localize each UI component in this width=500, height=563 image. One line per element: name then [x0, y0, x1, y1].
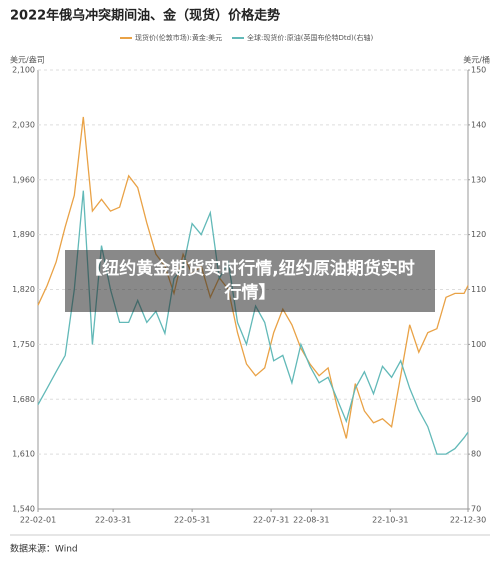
line-series [37, 116, 469, 439]
y-tick-label: 1,960 [12, 175, 35, 184]
y-tick-label: 1,540 [12, 505, 35, 514]
y-tick-label: 1,610 [12, 450, 35, 459]
legend-label: 全球:现货价:原油(英国布伦特Dtd)(右轴) [247, 33, 373, 42]
y-tick-label: 2,100 [12, 66, 35, 75]
line-series [37, 190, 469, 455]
y2-tick-label: 120 [471, 230, 486, 239]
y-tick-label: 1,890 [12, 230, 35, 239]
y2-tick-label: 90 [471, 395, 481, 404]
x-tick-label: 22-03-31 [95, 516, 131, 525]
x-tick-label: 22-02-01 [20, 516, 56, 525]
x-tick-label: 22-12-30 [450, 516, 486, 525]
y-tick-label: 1,820 [12, 285, 35, 294]
x-tick-label: 22-08-31 [293, 516, 329, 525]
y2-tick-label: 150 [471, 66, 486, 75]
y-tick-label: 1,750 [12, 340, 35, 349]
y2-tick-label: 130 [471, 175, 486, 184]
chart-title: 2022年俄乌冲突期间油、金（现货）价格走势 [10, 8, 280, 24]
source: 数据来源：Wind [10, 543, 78, 555]
y2-tick-label: 140 [471, 120, 486, 129]
x-tick-label: 22-10-31 [372, 516, 408, 525]
y2-tick-label: 110 [471, 285, 486, 294]
y2-tick-label: 80 [471, 450, 481, 459]
x-tick-label: 22-05-31 [174, 516, 210, 525]
y-tick-label: 2,030 [12, 120, 35, 129]
y2-tick-label: 100 [471, 340, 486, 349]
y2-tick-label: 70 [471, 505, 481, 514]
x-tick-label: 22-07-31 [253, 516, 289, 525]
y2-axis-label: 美元/桶 [463, 55, 490, 65]
y-axis-label: 美元/盎司 [10, 55, 45, 65]
legend-label: 现货价(伦敦市场):黄金:美元 [135, 33, 222, 42]
y-tick-label: 1,680 [12, 395, 35, 404]
overlay-banner: 【纽约黄金期货实时行情,纽约原油期货实时行情】 [65, 250, 435, 312]
